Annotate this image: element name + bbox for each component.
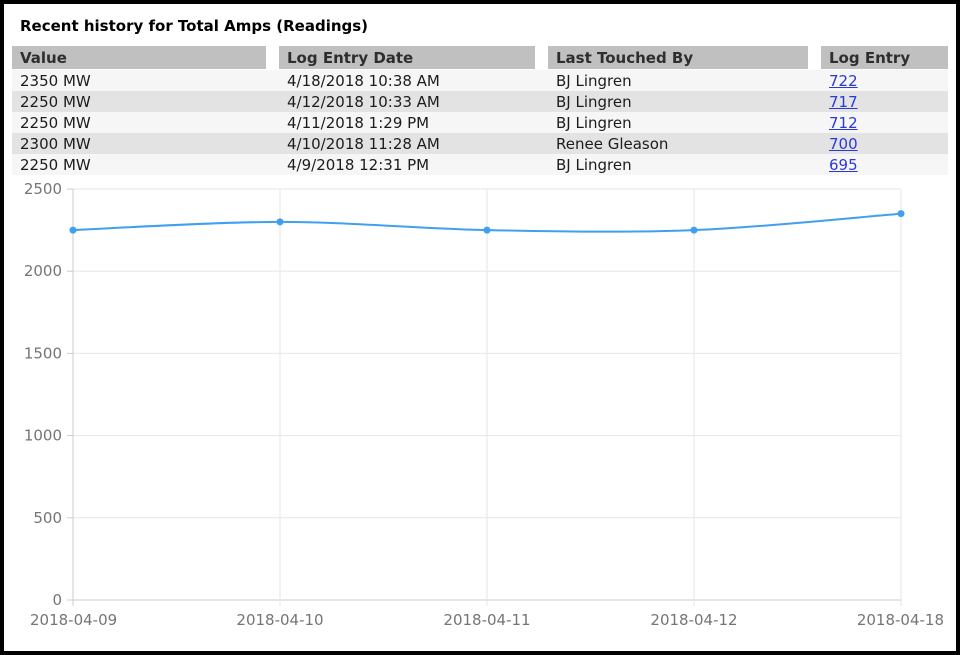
column-header-last-touched-by: Last Touched By: [548, 46, 821, 70]
log-entry-cell: 695: [821, 154, 948, 175]
svg-text:2018-04-09: 2018-04-09: [30, 611, 117, 629]
readings-line-chart: 0 500 1000 1500 2000 2500 2018-04-09 2018-04-10…: [4, 177, 956, 651]
svg-text:2018-04-11: 2018-04-11: [443, 611, 530, 629]
log-entry-link[interactable]: 695: [829, 155, 858, 174]
value-cell: 2350 MW: [12, 70, 279, 91]
svg-text:2018-04-10: 2018-04-10: [236, 611, 323, 629]
svg-text:1000: 1000: [24, 427, 62, 445]
value-cell: 2250 MW: [12, 91, 279, 112]
log-entry-date-cell: 4/9/2018 12:31 PM: [279, 154, 548, 175]
log-entry-cell: 722: [821, 70, 948, 91]
table-row: 2250 MW 4/12/2018 10:33 AM BJ Lingren 71…: [12, 91, 948, 112]
last-touched-by-cell: BJ Lingren: [548, 154, 821, 175]
log-entry-link[interactable]: 700: [829, 134, 858, 153]
table-row: 2300 MW 4/10/2018 11:28 AM Renee Gleason…: [12, 133, 948, 154]
table-row: 2350 MW 4/18/2018 10:38 AM BJ Lingren 72…: [12, 70, 948, 91]
table-row: 2250 MW 4/11/2018 1:29 PM BJ Lingren 712: [12, 112, 948, 133]
log-entry-link[interactable]: 717: [829, 92, 858, 111]
log-entry-date-cell: 4/18/2018 10:38 AM: [279, 70, 548, 91]
svg-text:0: 0: [52, 591, 62, 609]
svg-text:2018-04-12: 2018-04-12: [650, 611, 737, 629]
last-touched-by-cell: Renee Gleason: [548, 133, 821, 154]
value-cell: 2300 MW: [12, 133, 279, 154]
value-cell: 2250 MW: [12, 154, 279, 175]
log-entry-cell: 717: [821, 91, 948, 112]
table-header-row: Value Log Entry Date Last Touched By Log…: [12, 46, 948, 70]
svg-text:1500: 1500: [24, 344, 62, 362]
svg-text:2018-04-18: 2018-04-18: [857, 611, 944, 629]
log-entry-link[interactable]: 712: [829, 113, 858, 132]
readings-history-table: Value Log Entry Date Last Touched By Log…: [12, 46, 948, 175]
log-entry-link[interactable]: 722: [829, 71, 858, 90]
column-header-log-entry: Log Entry: [821, 46, 948, 70]
log-entry-date-cell: 4/10/2018 11:28 AM: [279, 133, 548, 154]
log-entry-cell: 700: [821, 133, 948, 154]
column-header-log-entry-date: Log Entry Date: [279, 46, 548, 70]
log-entry-cell: 712: [821, 112, 948, 133]
value-cell: 2250 MW: [12, 112, 279, 133]
svg-text:500: 500: [33, 509, 62, 527]
table-row: 2250 MW 4/9/2018 12:31 PM BJ Lingren 695: [12, 154, 948, 175]
svg-text:2500: 2500: [24, 180, 62, 198]
last-touched-by-cell: BJ Lingren: [548, 70, 821, 91]
log-entry-date-cell: 4/12/2018 10:33 AM: [279, 91, 548, 112]
line-chart-svg: 0 500 1000 1500 2000 2500 2018-04-09 2018-04-10…: [24, 180, 944, 629]
last-touched-by-cell: BJ Lingren: [548, 112, 821, 133]
last-touched-by-cell: BJ Lingren: [548, 91, 821, 112]
column-header-value: Value: [12, 46, 279, 70]
page-title: Recent history for Total Amps (Readings): [20, 17, 369, 35]
svg-text:2000: 2000: [24, 262, 62, 280]
log-entry-date-cell: 4/11/2018 1:29 PM: [279, 112, 548, 133]
